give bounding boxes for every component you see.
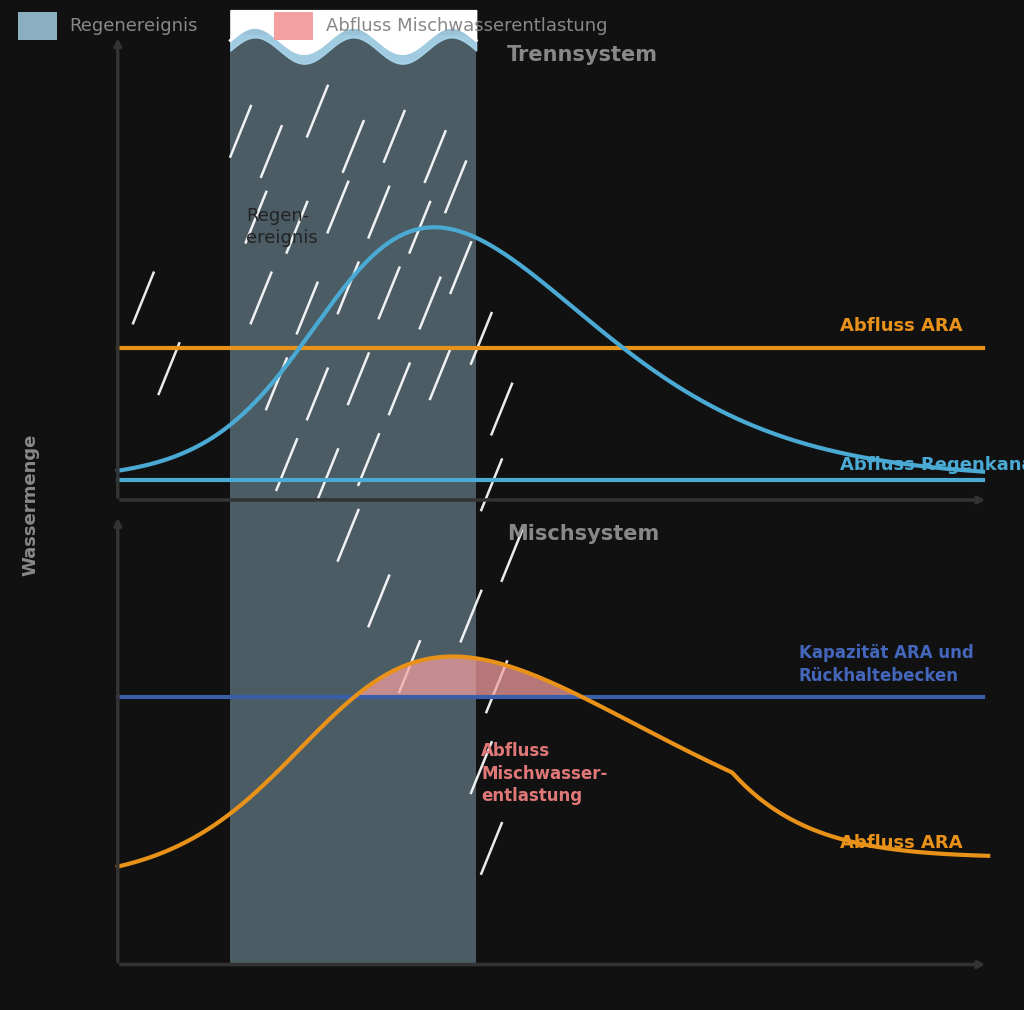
- Bar: [18, 12, 57, 40]
- Text: Abfluss ARA: Abfluss ARA: [840, 317, 963, 335]
- Text: Abfluss ARA: Abfluss ARA: [840, 834, 963, 852]
- Text: Abfluss
Mischwasser-
entlastung: Abfluss Mischwasser- entlastung: [481, 742, 607, 805]
- Bar: [274, 12, 313, 40]
- Text: Mischsystem: Mischsystem: [507, 524, 659, 544]
- Text: Abfluss Regenkanal: Abfluss Regenkanal: [840, 456, 1024, 474]
- Text: Trennsystem: Trennsystem: [507, 44, 657, 65]
- Text: Regenereignis: Regenereignis: [70, 17, 198, 35]
- Text: Regen-
ereignis: Regen- ereignis: [246, 207, 317, 247]
- Text: Kapazität ARA und
Rückhaltebecken: Kapazität ARA und Rückhaltebecken: [799, 644, 974, 685]
- Text: Wassermenge: Wassermenge: [22, 434, 40, 576]
- Bar: [230, 35, 476, 965]
- Text: Abfluss Mischwasserentlastung: Abfluss Mischwasserentlastung: [326, 17, 607, 35]
